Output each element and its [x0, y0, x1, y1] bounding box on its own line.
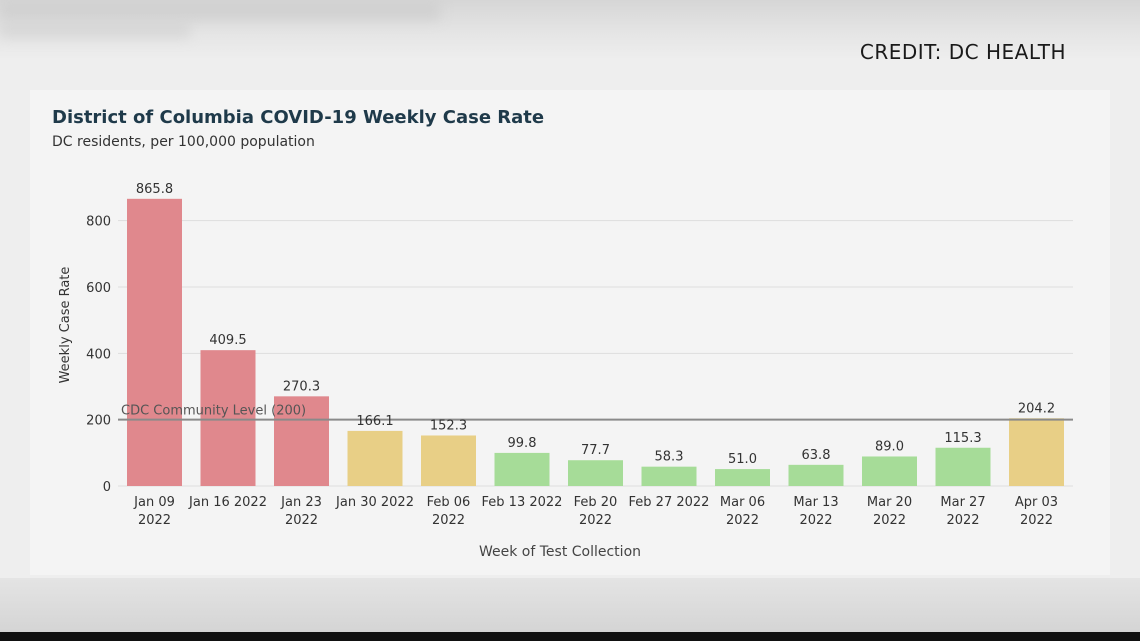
reference-line-group: CDC Community Level (200) [118, 404, 1073, 421]
bar [641, 466, 697, 486]
bar [200, 350, 256, 486]
data-label: 51.0 [728, 452, 757, 467]
chart-subtitle: DC residents, per 100,000 population [52, 134, 315, 150]
x-tick-label: 2022 [946, 513, 979, 528]
x-tick-label: Mar 20 [867, 495, 912, 510]
x-tick-label: Mar 06 [720, 495, 765, 510]
x-tick-label: Feb 06 [427, 495, 471, 510]
x-tick-label: 2022 [1020, 513, 1053, 528]
x-tick-label: Jan 09 [133, 495, 175, 510]
x-tick-label: Feb 27 2022 [629, 495, 710, 510]
data-label: 166.1 [356, 414, 393, 429]
reference-line-label: CDC Community Level (200) [121, 404, 306, 419]
chart-panel [30, 90, 1110, 575]
bar [1009, 418, 1064, 486]
data-labels: 865.8 409.5 270.3 166.1 152.3 99.8 77.7 58.3 51.… [136, 182, 1055, 467]
data-label: 99.8 [508, 436, 537, 451]
x-tick-label: Feb 20 [574, 495, 618, 510]
x-tick-label: 2022 [799, 513, 832, 528]
x-tick-label: Feb 13 2022 [482, 495, 563, 510]
blurred-background-text [0, 0, 440, 20]
data-label: 270.3 [283, 379, 320, 394]
bar [347, 430, 403, 486]
x-tick-label: 2022 [579, 513, 612, 528]
y-tick-label: 0 [103, 480, 111, 495]
y-tick-label: 400 [86, 347, 111, 362]
x-tick-label: Jan 30 2022 [335, 495, 414, 510]
x-tick-label: Mar 27 [940, 495, 985, 510]
data-label: 89.0 [875, 439, 904, 454]
x-tick-label: Mar 13 [793, 495, 838, 510]
x-tick-label: 2022 [726, 513, 759, 528]
x-tick-label: 2022 [138, 513, 171, 528]
bar [421, 435, 476, 486]
bar [935, 447, 991, 486]
bar [127, 198, 182, 486]
bar [715, 469, 770, 486]
y-axis-ticks: 0 200 400 600 800 [86, 215, 111, 495]
bar [862, 456, 917, 486]
bars [127, 198, 1064, 486]
background-bottom-bar [0, 632, 1140, 641]
y-tick-label: 600 [86, 281, 111, 296]
x-axis-ticks: Jan 09 2022 Jan 16 2022 Jan 23 2022 Jan 30 20… [133, 495, 1058, 528]
x-tick-label: 2022 [285, 513, 318, 528]
x-tick-label: Apr 03 [1015, 495, 1058, 510]
bar [788, 464, 844, 486]
x-tick-label: Jan 16 2022 [188, 495, 267, 510]
y-tick-label: 800 [86, 215, 111, 230]
bar [274, 396, 329, 486]
chart-title: District of Columbia COVID-19 Weekly Cas… [52, 107, 545, 128]
blurred-background-text-2 [0, 22, 190, 38]
x-tick-label: 2022 [432, 513, 465, 528]
bar [494, 452, 550, 486]
data-label: 409.5 [209, 333, 246, 348]
data-label: 152.3 [430, 418, 467, 433]
background-bottom-strip [0, 578, 1140, 641]
data-label: 63.8 [802, 448, 831, 463]
data-label: 865.8 [136, 182, 173, 197]
y-tick-label: 200 [86, 414, 111, 429]
credit-text: CREDIT: DC HEALTH [859, 40, 1066, 64]
x-tick-label: Jan 23 [280, 495, 322, 510]
data-label: 115.3 [944, 431, 981, 446]
x-tick-label: 2022 [873, 513, 906, 528]
y-axis-label: Weekly Case Rate [58, 267, 73, 384]
x-axis-label: Week of Test Collection [479, 544, 641, 560]
data-label: 204.2 [1018, 401, 1055, 416]
bar [568, 460, 623, 486]
data-label: 77.7 [581, 443, 610, 458]
data-label: 58.3 [655, 450, 684, 465]
